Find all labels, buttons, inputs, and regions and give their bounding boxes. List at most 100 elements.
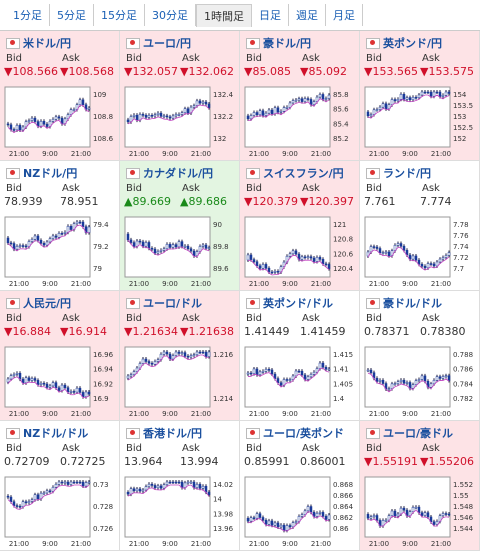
rate-panel[interactable]: 人民元/円 Bid Ask ▼16.884 ▼16.914 16.96 16.94 16.92… [0,291,120,421]
bid-value: ▼16.884 [4,325,51,338]
rate-panel[interactable]: ユーロ/英ポンド Bid Ask 0.85991 0.86001 0.868 0.866 0.… [240,421,360,551]
rate-panel[interactable]: 英ポンド/ドル Bid Ask 1.41449 1.41459 1.415 1.41 1.40… [240,291,360,421]
panel-title[interactable]: カナダドル/円 [126,165,213,181]
tab[interactable]: 週足 [289,4,326,26]
candle-body [276,522,280,528]
tab[interactable]: 日足 [252,4,289,26]
candle-body [72,391,76,393]
candle-body [399,379,403,383]
candle-body [183,108,187,113]
candle-body [78,221,82,224]
pair-name: ユーロ/ドル [143,297,203,310]
panel-title[interactable]: ユーロ/円 [126,35,191,51]
rate-panel[interactable]: カナダドル/円 Bid Ask ▲89.669 ▲89.686 90 89.8 89.6 21:… [120,161,240,291]
panel-title[interactable]: スイスフラン/円 [246,165,344,181]
x-tick-label: 9:00 [282,540,298,548]
candle-body [141,241,145,247]
rate-panel[interactable]: ユーロ/豪ドル Bid Ask ▼1.55191 ▼1.55206 1.552 1.55 1.… [360,421,480,551]
candle-body [270,109,274,114]
candle-body [255,368,259,375]
candle-body [33,378,37,381]
rate-panel[interactable]: スイスフラン/円 Bid Ask ▼120.379 ▼120.397 121 120.8 12… [240,161,360,291]
tab[interactable]: 30分足 [145,4,196,26]
rate-panel[interactable]: 豪ドル/ドル Bid Ask 0.78371 0.78380 0.788 0.786 0.78… [360,291,480,421]
tab[interactable]: 5分足 [50,4,94,26]
candle-body [432,379,436,385]
candle-body [27,377,31,381]
tab[interactable]: 1分足 [6,4,50,26]
rate-panel[interactable]: ランド/円 Bid Ask 7.761 7.774 7.78 7.76 7.74 7.72 7.7… [360,161,480,291]
candle-body [423,375,427,382]
rate-panel[interactable]: NZドル/円 Bid Ask 78.939 78.951 79.4 79.2 79 21:00 9… [0,161,120,291]
candle-body [312,511,316,517]
candle-body [372,515,376,517]
panel-title[interactable]: 米ドル/円 [6,35,71,51]
y-tick-label: 1.216 [213,351,234,359]
panel-title[interactable]: 英ポンド/円 [366,35,442,51]
rate-panel[interactable]: 英ポンド/円 Bid Ask ▼153.565 ▼153.575 154 153.5 153 1… [360,31,480,161]
plot-area [4,86,91,148]
y-tick-label: 121 [333,221,346,229]
bid-label: Bid [6,443,22,454]
panel-title[interactable]: ユーロ/豪ドル [366,425,453,441]
candle-body [153,485,157,489]
candle-body [126,233,130,241]
panel-title[interactable]: ランド/円 [366,165,431,181]
candle-body [282,524,286,531]
rate-panel[interactable]: NZドル/ドル Bid Ask 0.72709 0.72725 0.73 0.728 0.72… [0,421,120,551]
rate-panel[interactable]: 豪ドル/円 Bid Ask ▼85.085 ▼85.092 85.8 85.6 85.4 85.… [240,31,360,161]
tab[interactable]: 1時間足 [196,3,252,27]
candle-body [84,482,88,487]
candle-body [306,98,310,100]
tab[interactable]: 月足 [326,4,363,26]
rate-panel[interactable]: 香港ドル/円 Bid Ask 13.964 13.994 14.02 14 13.98 13.9… [120,421,240,551]
candle-body [417,379,421,381]
candle-body [324,515,328,520]
panel-title[interactable]: NZドル/円 [6,165,77,181]
x-tick-label: 21:00 [369,280,389,288]
candle-body [171,244,175,248]
candle-body [66,114,70,120]
bid-label: Bid [126,53,142,64]
panel-title[interactable]: 香港ドル/円 [126,425,202,441]
rate-panel[interactable]: ユーロ/円 Bid Ask ▼132.057 ▼132.062 132.4 132.2 132… [120,31,240,161]
panel-title[interactable]: 豪ドル/円 [246,35,311,51]
candle-body [447,91,451,94]
candle-body [18,245,22,247]
candle-body [252,259,256,262]
candle-body [51,119,55,122]
y-tick-label: 85.4 [333,120,349,128]
panel-title[interactable]: 英ポンド/ドル [246,295,333,311]
candle-body [402,379,406,384]
tab[interactable]: 15分足 [94,4,145,26]
panel-title[interactable]: 人民元/円 [6,295,71,311]
rate-panel[interactable]: 米ドル/円 Bid Ask ▼108.566 ▼108.568 109 108.8 108.6… [0,31,120,161]
y-tick-label: 0.786 [453,366,474,374]
panel-title[interactable]: 豪ドル/ドル [366,295,442,311]
candle-body [408,511,412,517]
candle-body [294,250,298,255]
pair-name: カナダドル/円 [143,167,214,180]
panel-title[interactable]: ユーロ/英ポンド [246,425,344,441]
candle-body [198,100,202,104]
candle-body [168,244,172,248]
candle-body [183,352,187,357]
x-tick-label: 21:00 [311,540,331,548]
y-tick-label: 85.8 [333,91,349,99]
panel-title[interactable]: NZドル/ドル [6,425,88,441]
candle-body [309,256,313,259]
candle-body [264,369,268,372]
x-tick-label: 9:00 [162,540,178,548]
panel-title[interactable]: ユーロ/ドル [126,295,202,311]
candle-body [156,112,160,115]
candle-body [87,107,91,110]
candle-body [309,374,313,378]
candle-body [369,516,373,519]
candle-body [414,506,418,509]
rate-panel[interactable]: ユーロ/ドル Bid Ask ▼1.21634 ▼1.21638 1.216 1.214 21… [120,291,240,421]
candle-body [426,263,430,269]
candle-body [33,117,37,122]
candle-body [246,115,250,120]
x-tick-label: 21:00 [311,280,331,288]
candle-body [303,98,307,102]
